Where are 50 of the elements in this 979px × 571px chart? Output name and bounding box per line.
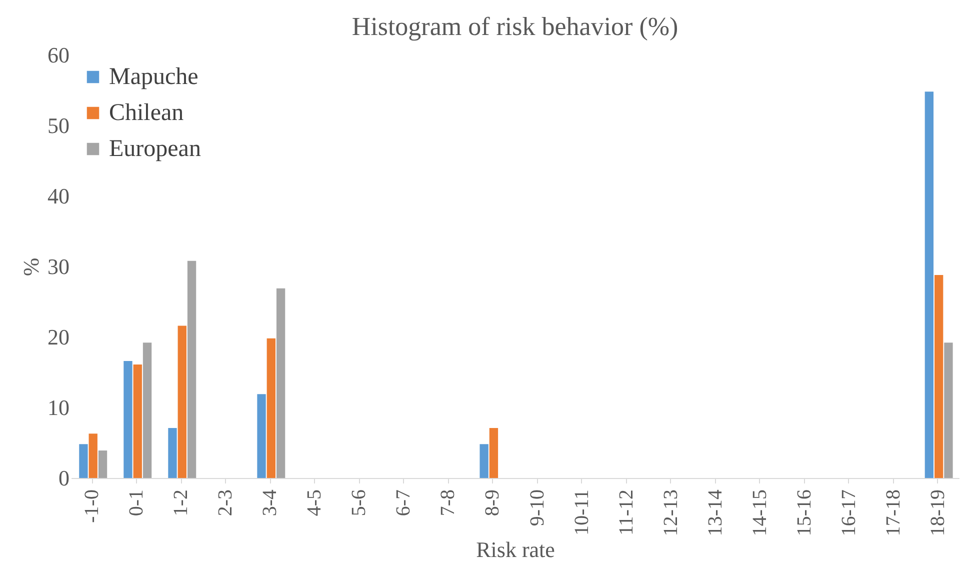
- bar: [257, 394, 266, 478]
- x-tick-label: 8-9: [482, 490, 504, 516]
- x-tick-label: 0-1: [126, 490, 148, 516]
- bar: [79, 444, 88, 478]
- bar: [168, 428, 177, 478]
- x-tick-label: 10-11: [570, 490, 593, 536]
- bar: [187, 260, 196, 478]
- y-tick-label: 20: [48, 324, 70, 350]
- bar: [133, 364, 142, 478]
- x-tick-label: 1-2: [170, 490, 192, 516]
- x-tick-label: 5-6: [348, 490, 370, 516]
- bar: [934, 274, 944, 478]
- x-tick-label: 6-7: [392, 490, 415, 516]
- y-axis-title: %: [18, 258, 44, 276]
- legend-label: Chilean: [109, 100, 184, 126]
- x-tick-label: 18-19: [926, 490, 949, 536]
- legend-label: Mapuche: [109, 64, 198, 90]
- x-tick-label: 4-5: [304, 490, 326, 516]
- bar: [178, 326, 186, 478]
- x-axis-title: Risk rate: [476, 537, 555, 562]
- bar: [142, 342, 152, 478]
- y-tick-label: 40: [48, 184, 70, 208]
- bar: [489, 428, 498, 478]
- x-tick-label: 2-3: [214, 490, 237, 516]
- chart-title: Histogram of risk behavior (%): [352, 12, 678, 41]
- y-tick-label: 50: [48, 113, 70, 138]
- bar: [98, 450, 108, 478]
- bar: [924, 92, 934, 478]
- legend-label: European: [109, 136, 201, 162]
- bar: [480, 444, 488, 478]
- bar: [124, 360, 132, 478]
- x-tick-label: 16-17: [838, 490, 860, 536]
- y-tick-label: 60: [48, 42, 70, 68]
- x-tick-label: 14-15: [748, 490, 771, 536]
- bar: [944, 342, 953, 478]
- x-tick-label: 9-10: [526, 490, 548, 526]
- y-tick-label: 10: [48, 395, 70, 420]
- x-tick-label: 3-4: [259, 490, 282, 516]
- y-tick-label: 30: [48, 254, 70, 279]
- x-tick-label: 7-8: [437, 490, 460, 516]
- x-tick-label: 17-18: [882, 490, 904, 536]
- x-tick-label: 11-12: [615, 490, 638, 536]
- bar: [88, 434, 98, 478]
- x-tick-label: -1-0: [81, 490, 104, 523]
- x-tick-label: 15-16: [793, 490, 816, 536]
- bar: [266, 338, 276, 478]
- x-tick-label: 12-13: [660, 490, 682, 536]
- x-tick-label: 13-14: [704, 490, 726, 536]
- y-tick-label: 0: [58, 466, 70, 490]
- bar: [276, 288, 286, 478]
